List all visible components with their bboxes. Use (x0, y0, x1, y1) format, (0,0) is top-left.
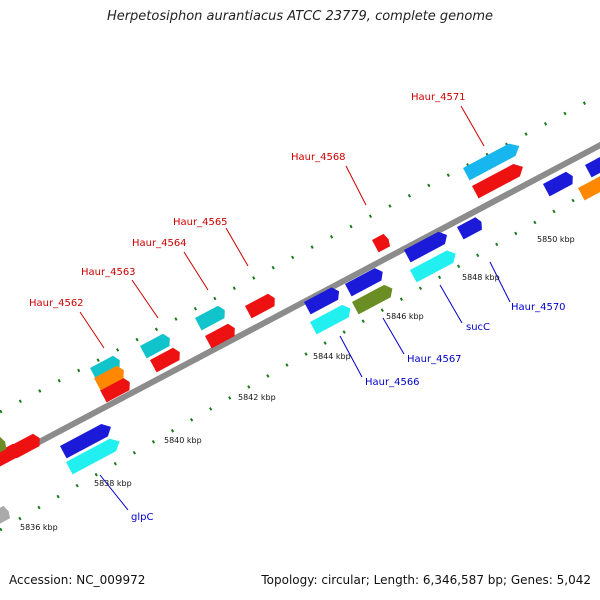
gene-orange (578, 173, 600, 201)
gene-label[interactable]: Haur_4564 (132, 238, 187, 249)
gene-label[interactable]: Haur_4562 (29, 298, 84, 309)
scale-label: 5846 kbp (386, 312, 424, 321)
scale-label: 5844 kbp (313, 352, 351, 361)
gene-label[interactable]: Haur_4565 (173, 217, 228, 228)
gene-label[interactable]: Haur_4570 (511, 302, 566, 313)
gene-label[interactable]: Haur_4567 (407, 354, 462, 365)
gene-label[interactable]: sucC (466, 322, 490, 333)
scale-labels: 5836 kbp 5838 kbp 5840 kbp 5842 kbp 5844… (20, 235, 575, 532)
gene-red-small (372, 232, 392, 253)
map-title: Herpetosiphon aurantiacus ATCC 23779, co… (106, 9, 494, 24)
gene-label[interactable]: Haur_4568 (291, 152, 346, 163)
genome-stats: Topology: circular; Length: 6,346,587 bp… (261, 573, 591, 587)
top-leader-lines (79, 105, 485, 349)
gene-label[interactable]: Haur_4571 (411, 92, 466, 103)
scale-label: 5848 kbp (462, 273, 500, 282)
top-gene-labels: Haur_4562 Haur_4563 Haur_4564 Haur_4565 … (29, 92, 466, 309)
genome-backbone (0, 141, 600, 467)
scale-label: 5842 kbp (238, 393, 276, 402)
bottom-leader-lines (99, 261, 511, 511)
scale-label: 5840 kbp (164, 436, 202, 445)
upper-tick-track (0, 93, 600, 414)
scale-label: 5836 kbp (20, 523, 58, 532)
gene-label[interactable]: Haur_4563 (81, 267, 136, 278)
accession-label: Accession: NC_009972 (9, 573, 146, 587)
gene-grey (0, 504, 12, 525)
gene-label[interactable]: Haur_4566 (365, 377, 420, 388)
gene-label[interactable]: glpC (131, 512, 153, 523)
bottom-gene-labels: glpC Haur_4566 Haur_4567 sucC Haur_4570 (131, 302, 566, 523)
lower-tick-track (0, 183, 600, 532)
gene-arrows (0, 139, 600, 525)
gene-red (245, 291, 279, 319)
scale-label: 5850 kbp (537, 235, 575, 244)
scale-label: 5838 kbp (94, 479, 132, 488)
gene-red (10, 431, 44, 459)
